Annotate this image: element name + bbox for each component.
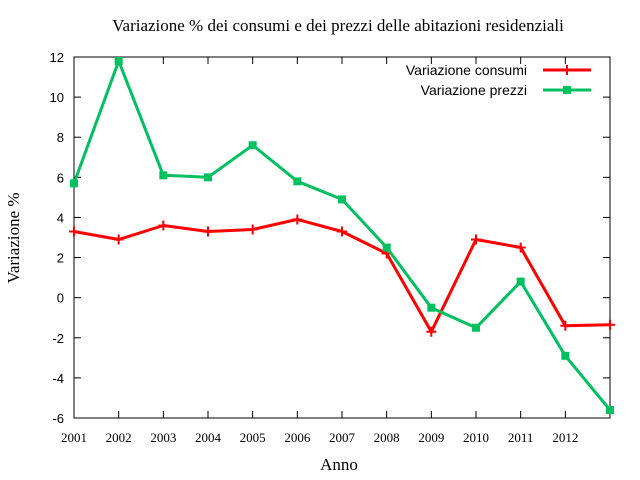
x-tick-label: 2006 <box>284 430 311 445</box>
data-point <box>248 141 257 150</box>
data-point <box>472 323 480 332</box>
data-point <box>427 303 436 312</box>
legend-marker <box>563 86 571 94</box>
data-point <box>515 242 526 253</box>
data-point <box>426 326 437 337</box>
x-tick-label: 2001 <box>61 430 87 445</box>
data-point <box>113 234 124 245</box>
data-point <box>560 320 571 331</box>
data-point <box>70 179 78 188</box>
data-point <box>516 277 525 286</box>
data-point <box>337 226 347 237</box>
data-point <box>203 226 213 237</box>
y-tick-label: 4 <box>57 210 64 225</box>
data-point <box>471 234 481 245</box>
data-point <box>561 351 570 360</box>
data-point <box>69 226 79 237</box>
x-tick-label: 2008 <box>374 430 400 445</box>
x-axis-label: Anno <box>320 455 358 474</box>
x-tick-label: 2010 <box>463 430 489 445</box>
series-layer <box>69 57 615 414</box>
axes: -6 -4 -2 0 2 4 6 8 10 12 2001 2002 2003 2004 2005 2006 2… <box>50 50 611 445</box>
data-point <box>382 243 391 252</box>
y-axis-label: Variazione % <box>4 192 23 283</box>
data-point <box>338 195 346 204</box>
y-tick-label: -6 <box>52 411 64 426</box>
y-tick-label: 2 <box>57 251 64 266</box>
chart-title: Variazione % dei consumi e dei prezzi de… <box>112 16 564 35</box>
x-tick-label: 2007 <box>329 430 356 445</box>
y-tick-label: 10 <box>50 90 64 105</box>
legend-label: Variazione consumi <box>406 62 527 78</box>
y-tick-label: 12 <box>50 50 64 65</box>
data-point <box>247 224 258 235</box>
x-tick-label: 2009 <box>418 430 444 445</box>
data-point <box>606 405 614 414</box>
legend-marker <box>562 65 572 75</box>
x-tick-label: 2011 <box>508 430 534 445</box>
x-tick-label: 2012 <box>552 430 578 445</box>
legend: Variazione consumi Variazione prezzi <box>406 62 591 98</box>
series-prezzi <box>70 57 614 414</box>
y-tick-label: -4 <box>52 371 64 386</box>
y-tick-label: 0 <box>57 291 64 306</box>
x-tick-label: 2003 <box>150 430 176 445</box>
data-point <box>159 171 168 180</box>
data-point <box>114 57 123 66</box>
legend-label: Variazione prezzi <box>421 82 527 98</box>
data-point <box>292 214 303 225</box>
x-tick-label: 2005 <box>240 430 266 445</box>
x-tick-label: 2004 <box>195 430 222 445</box>
data-point <box>605 319 615 330</box>
y-tick-label: 6 <box>57 170 64 185</box>
y-tick-label: -2 <box>52 331 64 346</box>
data-point <box>158 220 169 231</box>
data-point <box>293 177 302 186</box>
y-tick-label: 8 <box>57 130 64 145</box>
x-tick-label: 2002 <box>106 430 132 445</box>
data-point <box>204 173 212 182</box>
